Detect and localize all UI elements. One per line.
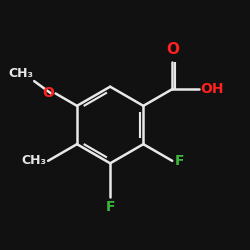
Text: O: O	[166, 42, 179, 57]
Text: O: O	[42, 86, 54, 101]
Text: OH: OH	[201, 82, 224, 96]
Text: F: F	[106, 200, 115, 214]
Text: F: F	[175, 154, 185, 168]
Text: CH₃: CH₃	[22, 154, 47, 167]
Text: CH₃: CH₃	[8, 67, 33, 80]
